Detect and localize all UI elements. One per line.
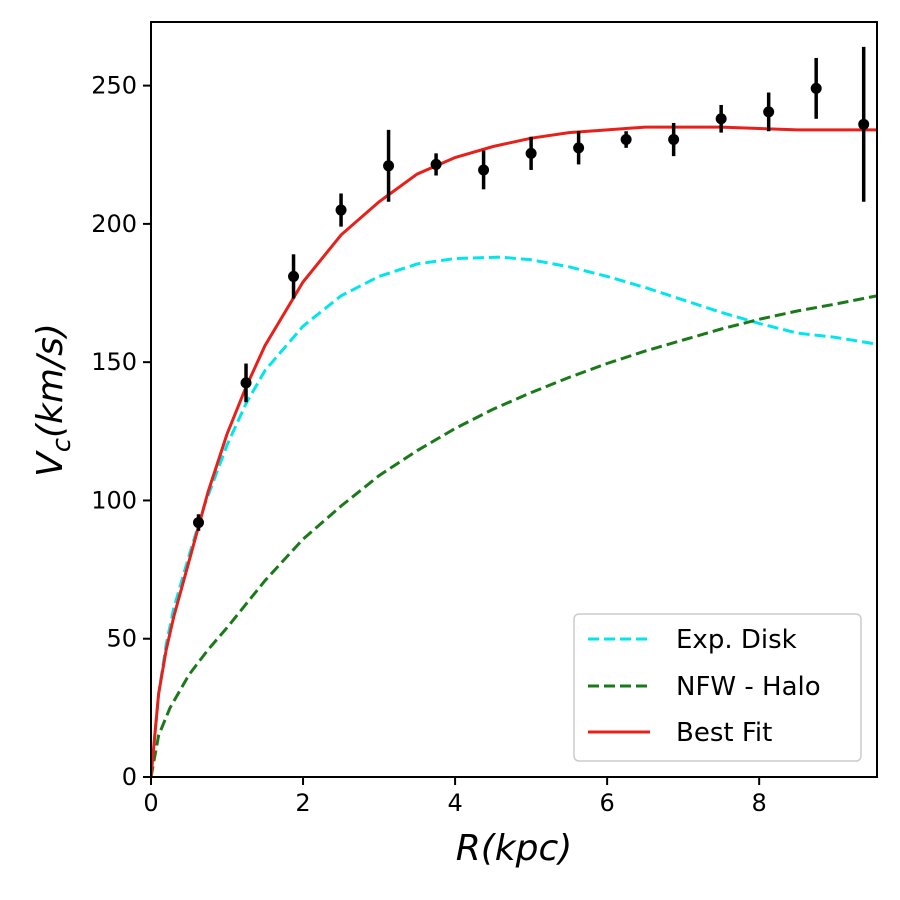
legend-label: Exp. Disk — [676, 625, 797, 655]
x-tick-label: 8 — [752, 789, 767, 817]
data-point — [193, 514, 205, 531]
data-point — [383, 129, 395, 202]
y-axis-ticks: 0 50 100 150 200 250 — [91, 72, 151, 791]
y-tick-label: 250 — [91, 72, 137, 100]
legend: Exp. Disk NFW - Halo Best Fit — [573, 613, 862, 762]
y-tick-label: 50 — [106, 625, 137, 653]
data-point-marker — [288, 270, 300, 282]
y-axis-label-subscript: c — [47, 438, 77, 452]
data-point-marker — [573, 142, 585, 154]
data-point-marker — [383, 160, 395, 172]
data-point-marker — [858, 118, 870, 130]
legend-label: Best Fit — [676, 718, 772, 748]
y-axis-label-tail: (km/s) — [30, 323, 71, 438]
data-point — [335, 193, 347, 227]
data-point-marker — [715, 113, 727, 125]
x-tick-label: 6 — [599, 789, 614, 817]
data-point — [810, 57, 822, 119]
data-point-marker — [478, 164, 490, 176]
data-point — [668, 122, 680, 157]
x-tick-label: 0 — [143, 789, 158, 817]
data-point — [620, 131, 632, 148]
legend-label: NFW - Halo — [676, 672, 821, 702]
series-line-nfw-halo — [151, 294, 877, 777]
data-point — [573, 131, 585, 165]
data-point-marker — [525, 147, 537, 159]
data-point — [763, 92, 775, 132]
x-axis-label: R(kpc) — [456, 828, 573, 869]
data-point — [715, 104, 727, 133]
data-point — [858, 46, 870, 202]
plot-content — [151, 46, 877, 777]
data-point-marker — [810, 82, 822, 94]
data-point-marker — [240, 377, 252, 389]
data-point — [430, 153, 442, 176]
y-tick-label: 0 — [122, 763, 137, 791]
data-point-marker — [430, 158, 442, 170]
data-point-marker — [668, 134, 680, 146]
data-point — [240, 363, 252, 403]
legend-box — [573, 613, 862, 762]
data-point-marker — [335, 204, 347, 216]
y-tick-label: 200 — [91, 210, 137, 238]
x-tick-label: 4 — [447, 789, 462, 817]
data-point-marker — [620, 134, 632, 146]
y-axis-label: Vc(km/s) — [30, 323, 77, 477]
plot-frame — [150, 21, 878, 778]
x-tick-label: 2 — [295, 789, 310, 817]
y-tick-label: 100 — [91, 486, 137, 514]
legend-items: Exp. Disk NFW - Halo Best Fit — [588, 625, 821, 748]
data-point-marker — [193, 517, 205, 529]
data-point — [478, 150, 490, 190]
x-axis-ticks: 0 2 4 6 8 — [143, 777, 767, 817]
data-point-marker — [763, 106, 775, 118]
data-point — [288, 254, 300, 299]
data-point — [525, 136, 537, 170]
observed-points-layer — [193, 46, 870, 531]
y-tick-label: 150 — [91, 348, 137, 376]
